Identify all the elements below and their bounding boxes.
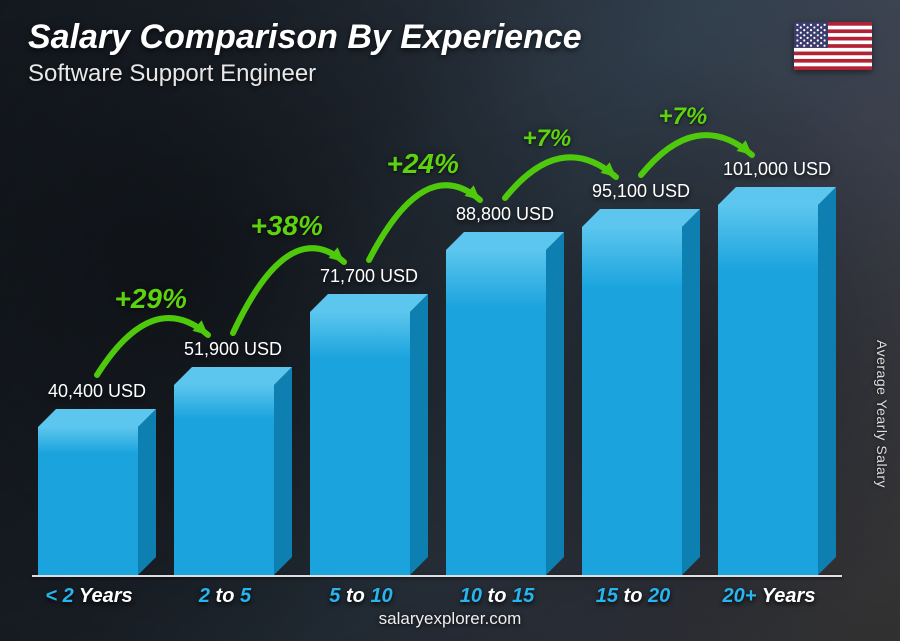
growth-pct-label: +38% [251,210,323,242]
bar-value-label: 95,100 USD [574,181,708,202]
baseline [32,575,842,577]
bar-value-label: 88,800 USD [438,204,572,225]
x-tick: < 2 Years [20,585,158,608]
bar [38,427,138,575]
x-tick: 5 to 10 [292,585,430,608]
bar-value-label: 101,000 USD [710,159,844,180]
bar [718,205,818,575]
x-tick: 10 to 15 [428,585,566,608]
bar-value-label: 51,900 USD [166,339,300,360]
x-tick: 20+ Years [700,585,838,608]
growth-pct-label: +29% [115,283,187,315]
bar-value-label: 40,400 USD [30,381,164,402]
bar [174,385,274,575]
x-tick: 15 to 20 [564,585,702,608]
x-tick: 2 to 5 [156,585,294,608]
bar [582,227,682,575]
bar-value-label: 71,700 USD [302,266,436,287]
bar [310,312,410,575]
growth-pct-label: +7% [523,125,572,153]
footer-credit: salaryexplorer.com [0,609,900,629]
growth-pct-label: +7% [659,103,708,131]
bar [446,250,546,575]
growth-pct-label: +24% [387,148,459,180]
